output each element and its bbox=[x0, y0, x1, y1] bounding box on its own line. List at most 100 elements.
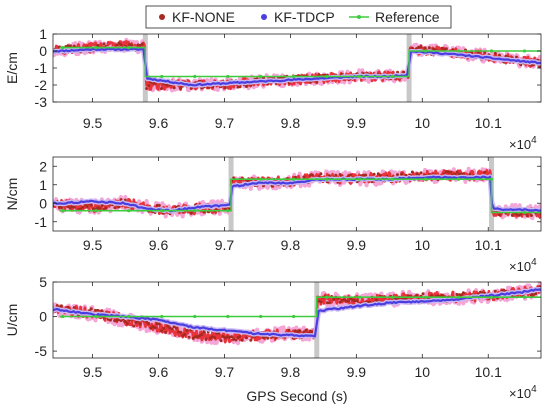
reference-marker bbox=[489, 295, 494, 299]
reference-marker bbox=[259, 314, 263, 319]
y-tick-label: 5 bbox=[39, 274, 47, 290]
x-tick-label: 9.9 bbox=[347, 364, 367, 380]
reference-marker bbox=[127, 209, 131, 213]
legend-label-reference: Reference bbox=[375, 9, 440, 25]
reference-marker bbox=[457, 49, 461, 53]
reference-marker bbox=[391, 74, 395, 79]
reference-marker bbox=[160, 314, 164, 319]
legend-swatch-kf-none bbox=[159, 14, 165, 20]
reference-marker bbox=[358, 295, 362, 299]
reference-marker bbox=[259, 74, 263, 79]
legend-box bbox=[145, 5, 452, 29]
axes-frame bbox=[52, 156, 542, 232]
x-tick-label: 9.5 bbox=[83, 115, 103, 131]
plot-area bbox=[53, 282, 541, 358]
x-tick-label: 9.9 bbox=[347, 115, 367, 131]
x-tick-label: 9.7 bbox=[215, 364, 235, 380]
legend: KF-NONE KF-TDCP Reference bbox=[145, 5, 452, 29]
legend-label-kf-none: KF-NONE bbox=[172, 9, 235, 25]
reference-markers bbox=[61, 295, 527, 319]
reference-marker bbox=[94, 314, 98, 319]
y-tick-label: 1 bbox=[39, 177, 47, 193]
reference-marker bbox=[358, 74, 362, 79]
reference-marker bbox=[193, 314, 197, 319]
x-tick-label: 9.6 bbox=[149, 364, 169, 380]
reference-marker bbox=[522, 295, 527, 299]
y-axis-label: N/cm bbox=[4, 178, 20, 211]
panel-2 bbox=[52, 156, 542, 232]
x-tick-label: 10.1 bbox=[475, 237, 502, 253]
reference-marker bbox=[325, 295, 329, 299]
reference-marker bbox=[325, 177, 329, 181]
reference-markers bbox=[61, 177, 527, 215]
legend-label-kf-tdcp: KF-TDCP bbox=[274, 9, 335, 25]
x-tick-label: 10 bbox=[415, 115, 431, 131]
reference-marker bbox=[424, 49, 428, 53]
y-tick-label: 0 bbox=[39, 195, 47, 211]
y-tick-label: 1 bbox=[39, 26, 47, 42]
x-tick-label: 9.8 bbox=[281, 364, 301, 380]
reference-marker bbox=[94, 209, 98, 213]
reference-marker bbox=[61, 46, 65, 50]
x-exponent-label: ×104 bbox=[509, 135, 537, 152]
reference-marker bbox=[193, 209, 197, 213]
axes-frame bbox=[52, 281, 542, 359]
reference-marker bbox=[127, 314, 131, 319]
x-tick-label: 10 bbox=[415, 364, 431, 380]
x-axis-label: GPS Second (s) bbox=[246, 388, 347, 404]
reference-marker bbox=[358, 177, 362, 181]
reference-marker bbox=[522, 49, 527, 53]
y-tick-label: 2 bbox=[39, 158, 47, 174]
reference-marker bbox=[522, 210, 527, 215]
reference-marker bbox=[61, 209, 65, 213]
x-tick-label: 10 bbox=[415, 237, 431, 253]
reference-line bbox=[59, 46, 541, 78]
reference-marker bbox=[160, 74, 164, 79]
legend-swatch-kf-tdcp bbox=[261, 14, 267, 20]
reference-marker bbox=[489, 49, 494, 53]
x-tick-label: 10.1 bbox=[475, 364, 502, 380]
x-tick-label: 9.6 bbox=[149, 115, 169, 131]
x-tick-label: 9.5 bbox=[83, 237, 103, 253]
kf-tdcp-line bbox=[53, 175, 541, 213]
y-tick-label: -3 bbox=[35, 94, 48, 110]
reference-marker bbox=[160, 209, 164, 213]
x-tick-label: 9.7 bbox=[215, 115, 235, 131]
legend-marker-reference bbox=[357, 15, 361, 19]
reference-marker bbox=[391, 295, 395, 299]
y-axis-label: U/cm bbox=[4, 304, 20, 337]
plot-area bbox=[53, 157, 541, 231]
x-tick-label: 9.6 bbox=[149, 237, 169, 253]
y-tick-label: -5 bbox=[35, 343, 48, 359]
reference-markers bbox=[61, 46, 527, 79]
x-tick-label: 9.8 bbox=[281, 237, 301, 253]
reference-marker bbox=[226, 314, 230, 319]
y-axis-label: E/cm bbox=[4, 52, 20, 84]
x-tick-label: 9.8 bbox=[281, 115, 301, 131]
reference-marker bbox=[457, 177, 461, 181]
reference-marker bbox=[457, 295, 461, 299]
y-tick-label: -1 bbox=[35, 214, 48, 230]
reference-marker bbox=[292, 177, 296, 181]
y-tick-label: -2 bbox=[35, 77, 48, 93]
reference-marker bbox=[391, 177, 395, 181]
x-tick-label: 9.9 bbox=[347, 237, 367, 253]
y-tick-label: -1 bbox=[35, 60, 48, 76]
x-tick-label: 10.1 bbox=[475, 115, 502, 131]
x-tick-label: 9.5 bbox=[83, 364, 103, 380]
reference-marker bbox=[489, 177, 494, 181]
x-exponent-label: ×104 bbox=[509, 384, 537, 401]
reference-marker bbox=[61, 314, 65, 319]
y-tick-label: 0 bbox=[39, 43, 47, 59]
x-exponent-label: ×104 bbox=[509, 257, 537, 274]
reference-marker bbox=[127, 46, 131, 50]
kf-tdcp-line bbox=[53, 47, 541, 87]
reference-marker bbox=[325, 74, 329, 79]
reference-marker bbox=[424, 177, 428, 181]
reference-marker bbox=[226, 209, 230, 213]
plot-area bbox=[53, 34, 541, 102]
reference-marker bbox=[94, 46, 98, 50]
reference-marker bbox=[292, 314, 296, 319]
reference-marker bbox=[259, 177, 263, 181]
